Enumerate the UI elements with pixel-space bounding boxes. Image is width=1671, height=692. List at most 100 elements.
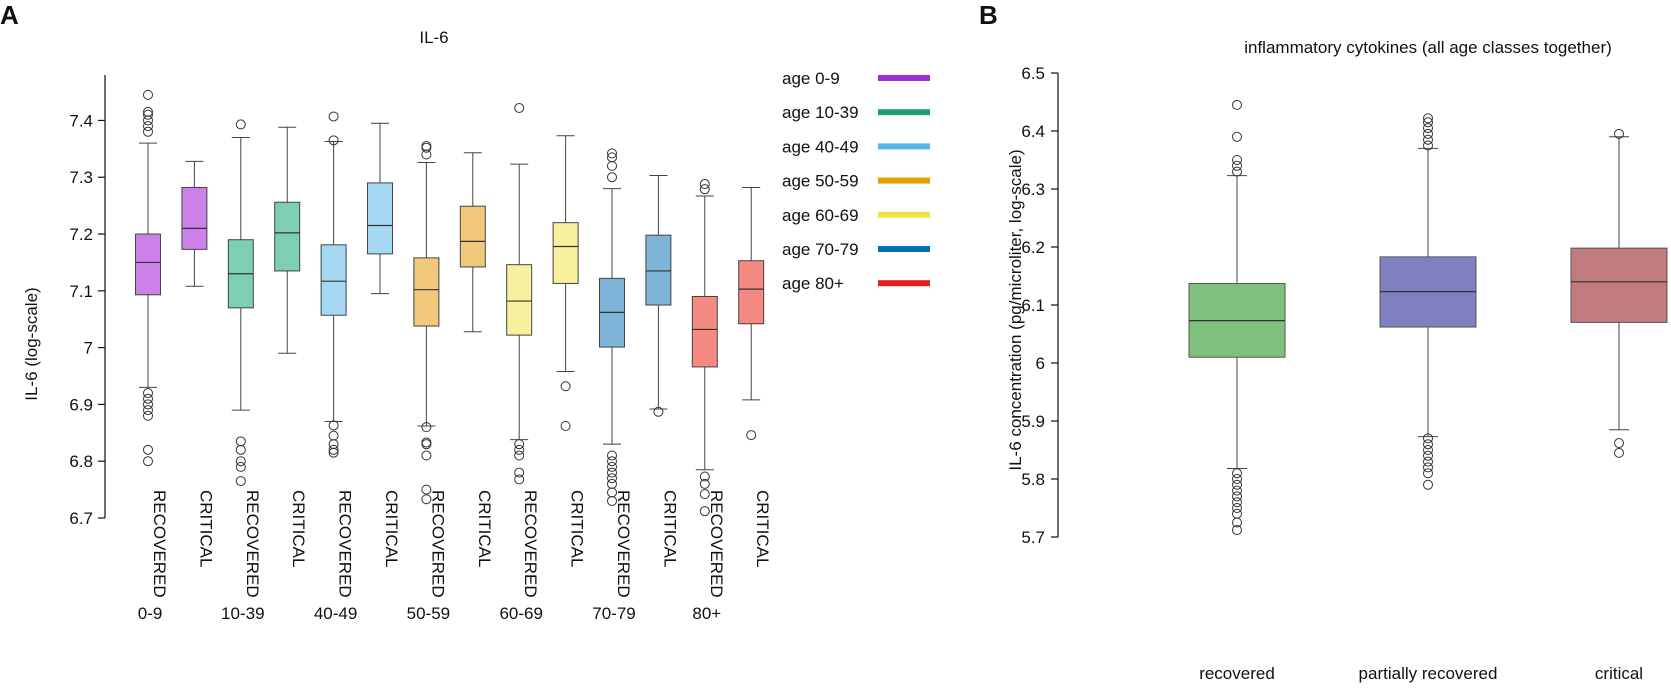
outlier-point bbox=[699, 184, 710, 195]
outlier-point bbox=[1232, 99, 1242, 110]
outlier-point bbox=[1232, 474, 1242, 484]
box-80+-critical bbox=[738, 186, 765, 441]
outlier-point bbox=[421, 140, 432, 151]
chart-a-plot: 6.7 6.8 6.9 7 7.1 7.2 7.3 7.4 RECOVERED CRITICAL R… bbox=[69, 75, 772, 623]
outlier-point bbox=[1423, 450, 1433, 461]
outlier-point bbox=[421, 422, 432, 433]
legend-swatch bbox=[878, 75, 930, 81]
chart-b-title: inflammatory cytokines (all age classes … bbox=[1244, 38, 1612, 57]
box-60-69-recovered bbox=[506, 102, 533, 485]
outlier-point bbox=[143, 393, 153, 404]
box-10-39-critical bbox=[274, 126, 301, 354]
outlier-point bbox=[1423, 439, 1433, 450]
outlier-point bbox=[1423, 468, 1433, 479]
legend-entry-age-80+: age 80+ bbox=[782, 274, 930, 293]
outlier-point bbox=[1232, 155, 1242, 165]
chart-a-group-label: 80+ bbox=[692, 604, 721, 623]
box-iqr bbox=[367, 182, 393, 255]
outlier-point bbox=[1423, 113, 1433, 124]
legend-entry-label: age 10-39 bbox=[782, 103, 859, 122]
box-70-79-critical bbox=[645, 175, 672, 417]
legend-entry-label: age 80+ bbox=[782, 274, 844, 293]
chart-a-ytick-label: 7.2 bbox=[69, 225, 93, 244]
outlier-point bbox=[1423, 479, 1433, 490]
legend-entry-label: age 50-59 bbox=[782, 172, 859, 191]
chart-b-category-label: critical bbox=[1595, 664, 1643, 683]
outlier-point bbox=[699, 506, 710, 517]
outlier-point bbox=[1423, 445, 1433, 455]
outlier-point bbox=[1614, 438, 1624, 449]
box-iqr bbox=[135, 233, 161, 296]
outlier-point bbox=[421, 484, 432, 495]
outlier-point bbox=[1423, 462, 1433, 473]
box-iqr bbox=[459, 205, 486, 268]
box-iqr bbox=[1570, 247, 1668, 323]
chart-b-category-label: partially recovered bbox=[1359, 664, 1498, 683]
legend-entry-label: age 0-9 bbox=[782, 69, 840, 88]
outlier-point bbox=[328, 430, 339, 441]
outlier-point bbox=[607, 152, 617, 163]
outlier-point bbox=[143, 89, 153, 100]
chart-a-category-label: RECOVERED bbox=[521, 490, 540, 598]
legend-swatch bbox=[878, 211, 930, 218]
chart-a-group-label: 0-9 bbox=[138, 604, 163, 623]
box-40-49-critical bbox=[367, 122, 393, 295]
outlier-point bbox=[607, 478, 617, 489]
legend-entry-age-40-49: age 40-49 bbox=[782, 137, 930, 156]
chart-a-legend: age 0-9 age 10-39 age 40-49 age 50-59 age 60… bbox=[782, 69, 930, 293]
outlier-point bbox=[607, 473, 617, 484]
outlier-point bbox=[328, 420, 339, 431]
outlier-point bbox=[699, 478, 710, 489]
outlier-point bbox=[560, 420, 571, 431]
outlier-point bbox=[143, 126, 153, 137]
outlier-point bbox=[607, 461, 617, 472]
outlier-point bbox=[607, 172, 617, 183]
chart-b-ylabel: IL-6 concentration (pg/microliter, log-s… bbox=[1006, 149, 1025, 470]
outlier-point bbox=[235, 476, 246, 487]
chart-a-group-label: 50-59 bbox=[407, 604, 450, 623]
chart-b-ytick-label: 5.8 bbox=[1021, 470, 1045, 489]
chart-a-group-label: 70-79 bbox=[592, 604, 635, 623]
box-recovered bbox=[1188, 99, 1286, 536]
box-partially-recovered bbox=[1379, 113, 1477, 490]
outlier-point bbox=[143, 121, 153, 132]
box-0-9-critical bbox=[181, 160, 208, 287]
box-iqr bbox=[691, 296, 718, 368]
outlier-point bbox=[607, 160, 617, 171]
box-80+-recovered bbox=[691, 179, 718, 517]
legend-swatch bbox=[878, 280, 930, 287]
chart-b-ytick-label: 6.3 bbox=[1021, 180, 1045, 199]
chart-a-ytick-label: 7.4 bbox=[69, 111, 93, 130]
outlier-point bbox=[328, 135, 339, 146]
chart-a-category-label: RECOVERED bbox=[614, 490, 633, 598]
legend-entry-age-0-9: age 0-9 bbox=[782, 69, 930, 88]
legend-swatch bbox=[878, 177, 930, 184]
outlier-point bbox=[1423, 117, 1433, 128]
box-iqr bbox=[274, 201, 301, 272]
outlier-point bbox=[1423, 456, 1433, 467]
outlier-point bbox=[143, 405, 153, 416]
legend-swatch bbox=[878, 143, 930, 150]
outlier-point bbox=[653, 406, 664, 417]
legend-swatch bbox=[878, 109, 930, 116]
outlier-point bbox=[1232, 491, 1242, 502]
chart-b-ytick-label: 6 bbox=[1036, 354, 1045, 373]
chart-b-ytick-label: 6.5 bbox=[1021, 64, 1045, 83]
outlier-point bbox=[235, 444, 246, 455]
box-iqr bbox=[738, 260, 765, 325]
box-iqr bbox=[181, 186, 208, 250]
outlier-point bbox=[143, 388, 153, 399]
chart-a-category-label: RECOVERED bbox=[150, 490, 169, 598]
chart-a-group-label: 10-39 bbox=[221, 604, 264, 623]
outlier-point bbox=[235, 436, 246, 447]
outlier-point bbox=[328, 111, 339, 122]
chart-b-ytick-label: 6.1 bbox=[1021, 296, 1045, 315]
outlier-point bbox=[143, 410, 153, 421]
legend-entry-age-70-79: age 70-79 bbox=[782, 240, 930, 259]
outlier-point bbox=[607, 148, 617, 159]
outlier-point bbox=[1423, 140, 1433, 151]
outlier-point bbox=[1232, 166, 1242, 177]
chart-a-ytick-label: 6.8 bbox=[69, 452, 93, 471]
chart-b-category-label: recovered bbox=[1199, 664, 1275, 683]
